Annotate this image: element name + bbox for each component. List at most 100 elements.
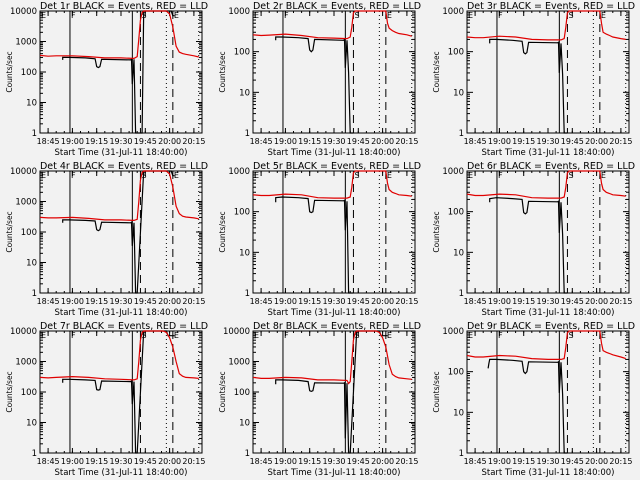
lld-series-line [252,170,412,199]
panel-det-6: Det 6r BLACK = Events, RED = LLD 1 10 100 10… [432,161,635,318]
y-tick-label: 10 [26,259,37,269]
marker-label-F: F [498,171,503,180]
lld-series-line [39,170,199,222]
y-axis-label: Counts/sec [5,371,14,412]
marker-label-F: F [284,11,289,20]
x-axis-label: Start Time (31-Jul-11 18:40:00) [482,308,615,318]
y-tick-label: 1 [459,129,464,139]
x-tick-label: 19:15 [512,137,535,146]
y-axis-label: Counts/sec [5,51,14,92]
panel-title: Det 4r BLACK = Events, RED = LLD [40,161,208,172]
y-tick-label: 1000 [442,167,464,177]
panel-title: Det 6r BLACK = Events, RED = LLD [467,161,635,172]
events-series-line [62,330,175,454]
lld-series-line [466,10,626,41]
plot-frame [252,330,416,454]
y-tick-label: 1 [245,289,250,299]
x-tick-label: 19:30 [322,297,345,306]
marker-label-E: E [41,331,46,340]
y-tick-label: 10 [239,419,250,429]
x-tick-label: 19:30 [109,297,132,306]
x-tick-label: 18:45 [250,297,273,306]
panel-title: Det 8r BLACK = Events, RED = LLD [253,321,421,332]
y-tick-label: 10000 [10,7,37,17]
y-tick-label: 1000 [15,38,37,48]
x-tick-label: 19:00 [274,457,297,466]
x-tick-label: 19:15 [298,457,321,466]
x-tick-label: 20:15 [609,297,632,306]
x-tick-label: 19:15 [512,297,535,306]
x-tick-label: 20:15 [182,457,205,466]
panel-title: Det 2r BLACK = Events, RED = LLD [253,1,421,12]
x-tick-label: 19:45 [347,137,370,146]
x-axis-label: Start Time (31-Jul-11 18:40:00) [268,468,401,478]
marker-label-F: F [284,331,289,340]
marker-label-F: F [498,11,503,20]
y-tick-label: 1000 [228,167,250,177]
panel-title: Det 7r BLACK = Events, RED = LLD [40,321,208,332]
panel-det-2: Det 2r BLACK = Events, RED = LLD 1 10 100 10… [218,1,421,158]
marker-label-E: E [174,171,179,180]
x-tick-label: 20:00 [585,137,608,146]
x-tick-label: 19:45 [347,297,370,306]
x-tick-label: 19:15 [85,297,108,306]
x-axis-label: Start Time (31-Jul-11 18:40:00) [55,148,188,158]
x-tick-label: 20:15 [182,137,205,146]
x-tick-label: 19:15 [85,457,108,466]
events-series-line [275,36,354,134]
y-tick-label: 1000 [15,358,37,368]
x-tick-label: 19:00 [274,137,297,146]
panel-title: Det 9r BLACK = Events, RED = LLD [467,321,635,332]
y-axis-label: Counts/sec [5,211,14,252]
panel-title: Det 1r BLACK = Events, RED = LLD [40,1,208,12]
panel-det-1: Det 1r BLACK = Events, RED = LLD 1 10 100 10… [5,1,208,158]
events-series-line [275,196,354,294]
plot-frame [39,330,203,454]
x-tick-label: 19:15 [512,457,535,466]
events-series-line [489,197,568,294]
x-tick-label: 19:00 [274,297,297,306]
marker-label-E: E [601,331,606,340]
y-axis-label: Counts/sec [218,371,227,412]
events-series-line [487,358,568,454]
marker-label-S: S [568,331,573,340]
y-tick-label: 10 [239,88,250,98]
y-tick-label: 1000 [228,358,250,368]
x-tick-label: 20:15 [609,137,632,146]
x-tick-label: 19:15 [298,137,321,146]
x-tick-label: 20:15 [395,137,418,146]
plot-frame [466,10,630,134]
marker-label-E: E [601,11,606,20]
marker-label-E: E [254,171,259,180]
x-tick-label: 18:45 [250,457,273,466]
events-series-line [62,10,175,134]
y-tick-label: 1 [459,449,464,459]
y-tick-label: 10 [26,419,37,429]
marker-label-S: S [354,171,359,180]
x-tick-label: 20:15 [609,457,632,466]
x-tick-label: 18:45 [37,457,60,466]
marker-label-S: S [354,11,359,20]
marker-label-E: E [387,331,392,340]
marker-label-E: E [387,11,392,20]
x-tick-label: 20:00 [371,297,394,306]
panel-det-4: Det 4r BLACK = Events, RED = LLD 1 10 100 10… [5,161,208,318]
x-tick-label: 19:15 [85,137,108,146]
x-tick-label: 19:30 [322,457,345,466]
marker-label-S: S [568,171,573,180]
y-tick-label: 10 [453,408,464,418]
x-tick-label: 20:00 [158,137,181,146]
x-tick-label: 19:15 [298,297,321,306]
x-tick-label: 20:15 [182,297,205,306]
x-tick-label: 19:45 [561,137,584,146]
x-tick-label: 19:30 [536,457,559,466]
y-tick-label: 1 [459,289,464,299]
x-tick-label: 19:30 [109,457,132,466]
x-tick-label: 18:45 [464,457,487,466]
y-tick-label: 10 [453,88,464,98]
y-tick-label: 10000 [10,327,37,337]
x-tick-label: 20:00 [371,457,394,466]
y-axis-label: Counts/sec [432,371,441,412]
marker-label-F: F [71,171,76,180]
x-axis-label: Start Time (31-Jul-11 18:40:00) [55,468,188,478]
